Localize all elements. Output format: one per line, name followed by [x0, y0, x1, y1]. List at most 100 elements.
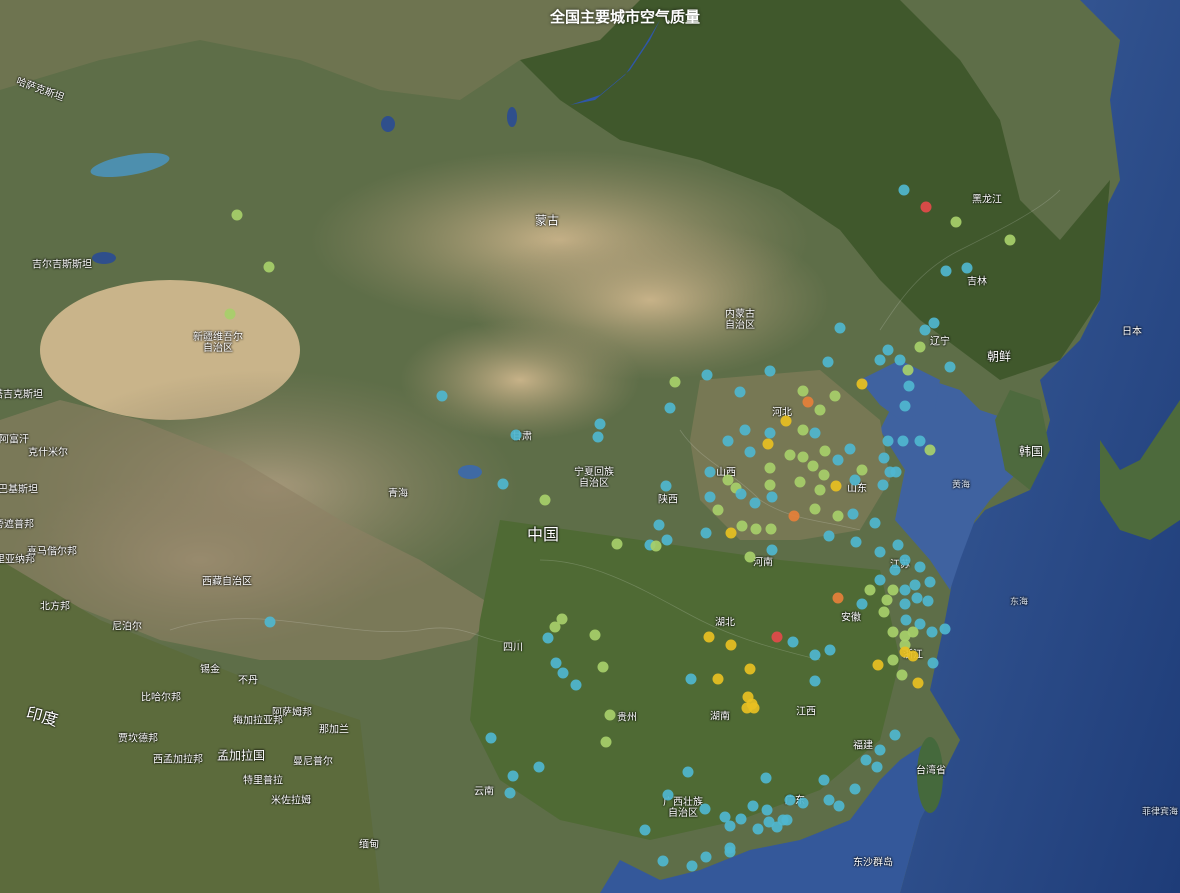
- aqi-city-point[interactable]: [700, 851, 712, 863]
- aqi-city-point[interactable]: [263, 261, 275, 273]
- aqi-city-point[interactable]: [604, 709, 616, 721]
- aqi-city-point[interactable]: [597, 661, 609, 673]
- aqi-city-point[interactable]: [550, 657, 562, 669]
- aqi-city-point[interactable]: [818, 469, 830, 481]
- aqi-city-point[interactable]: [844, 443, 856, 455]
- aqi-city-point[interactable]: [830, 480, 842, 492]
- aqi-city-point[interactable]: [809, 503, 821, 515]
- aqi-city-point[interactable]: [832, 454, 844, 466]
- aqi-city-point[interactable]: [594, 418, 606, 430]
- aqi-city-point[interactable]: [809, 649, 821, 661]
- aqi-city-point[interactable]: [889, 729, 901, 741]
- aqi-city-point[interactable]: [819, 445, 831, 457]
- aqi-city-point[interactable]: [833, 800, 845, 812]
- aqi-city-point[interactable]: [765, 523, 777, 535]
- aqi-city-point[interactable]: [856, 378, 868, 390]
- aqi-city-point[interactable]: [771, 821, 783, 833]
- aqi-city-point[interactable]: [682, 766, 694, 778]
- aqi-city-point[interactable]: [914, 341, 926, 353]
- aqi-city-point[interactable]: [914, 618, 926, 630]
- aqi-city-point[interactable]: [669, 376, 681, 388]
- aqi-city-point[interactable]: [890, 466, 902, 478]
- aqi-city-point[interactable]: [700, 527, 712, 539]
- aqi-city-point[interactable]: [849, 783, 861, 795]
- aqi-city-point[interactable]: [739, 424, 751, 436]
- aqi-city-point[interactable]: [829, 390, 841, 402]
- aqi-city-point[interactable]: [589, 629, 601, 641]
- aqi-city-point[interactable]: [735, 488, 747, 500]
- aqi-city-point[interactable]: [797, 797, 809, 809]
- aqi-city-point[interactable]: [797, 385, 809, 397]
- aqi-city-point[interactable]: [900, 614, 912, 626]
- aqi-city-point[interactable]: [909, 579, 921, 591]
- aqi-city-point[interactable]: [950, 216, 962, 228]
- aqi-city-point[interactable]: [802, 396, 814, 408]
- aqi-city-point[interactable]: [864, 584, 876, 596]
- aqi-city-point[interactable]: [818, 774, 830, 786]
- aqi-city-point[interactable]: [557, 667, 569, 679]
- aqi-city-point[interactable]: [924, 444, 936, 456]
- aqi-city-point[interactable]: [919, 324, 931, 336]
- aqi-city-point[interactable]: [914, 435, 926, 447]
- aqi-city-point[interactable]: [797, 424, 809, 436]
- aqi-city-point[interactable]: [869, 517, 881, 529]
- aqi-city-point[interactable]: [850, 536, 862, 548]
- aqi-city-point[interactable]: [887, 626, 899, 638]
- aqi-city-point[interactable]: [899, 598, 911, 610]
- aqi-city-point[interactable]: [764, 427, 776, 439]
- aqi-city-point[interactable]: [724, 846, 736, 858]
- aqi-city-point[interactable]: [747, 800, 759, 812]
- aqi-city-point[interactable]: [485, 732, 497, 744]
- aqi-city-point[interactable]: [794, 476, 806, 488]
- aqi-city-point[interactable]: [749, 497, 761, 509]
- aqi-city-point[interactable]: [497, 478, 509, 490]
- aqi-city-point[interactable]: [902, 364, 914, 376]
- aqi-city-point[interactable]: [912, 677, 924, 689]
- aqi-city-point[interactable]: [926, 626, 938, 638]
- aqi-city-point[interactable]: [961, 262, 973, 274]
- aqi-city-point[interactable]: [892, 539, 904, 551]
- aqi-city-point[interactable]: [760, 772, 772, 784]
- aqi-city-point[interactable]: [822, 356, 834, 368]
- aqi-city-point[interactable]: [814, 404, 826, 416]
- aqi-city-point[interactable]: [922, 595, 934, 607]
- aqi-city-point[interactable]: [750, 523, 762, 535]
- aqi-city-point[interactable]: [814, 484, 826, 496]
- aqi-city-point[interactable]: [724, 820, 736, 832]
- aqi-city-point[interactable]: [611, 538, 623, 550]
- aqi-city-point[interactable]: [762, 438, 774, 450]
- aqi-city-point[interactable]: [1004, 234, 1016, 246]
- aqi-city-point[interactable]: [899, 554, 911, 566]
- aqi-city-point[interactable]: [896, 669, 908, 681]
- aqi-city-point[interactable]: [889, 564, 901, 576]
- aqi-city-point[interactable]: [823, 794, 835, 806]
- aqi-city-point[interactable]: [856, 464, 868, 476]
- aqi-city-point[interactable]: [780, 415, 792, 427]
- aqi-city-point[interactable]: [748, 702, 760, 714]
- aqi-city-point[interactable]: [764, 365, 776, 377]
- aqi-city-point[interactable]: [662, 789, 674, 801]
- aqi-city-point[interactable]: [661, 534, 673, 546]
- aqi-city-point[interactable]: [533, 761, 545, 773]
- aqi-city-point[interactable]: [704, 466, 716, 478]
- aqi-city-point[interactable]: [766, 491, 778, 503]
- aqi-city-point[interactable]: [849, 474, 861, 486]
- aqi-city-point[interactable]: [224, 308, 236, 320]
- aqi-city-point[interactable]: [940, 265, 952, 277]
- aqi-city-point[interactable]: [436, 390, 448, 402]
- aqi-city-point[interactable]: [927, 657, 939, 669]
- aqi-city-point[interactable]: [809, 675, 821, 687]
- aqi-city-point[interactable]: [660, 480, 672, 492]
- aqi-city-point[interactable]: [686, 860, 698, 872]
- aqi-city-point[interactable]: [878, 452, 890, 464]
- aqi-city-point[interactable]: [556, 613, 568, 625]
- aqi-city-point[interactable]: [887, 584, 899, 596]
- aqi-city-point[interactable]: [725, 639, 737, 651]
- aqi-city-point[interactable]: [510, 429, 522, 441]
- aqi-city-point[interactable]: [898, 184, 910, 196]
- aqi-city-point[interactable]: [744, 446, 756, 458]
- aqi-city-point[interactable]: [824, 644, 836, 656]
- aqi-city-point[interactable]: [788, 510, 800, 522]
- aqi-city-point[interactable]: [264, 616, 276, 628]
